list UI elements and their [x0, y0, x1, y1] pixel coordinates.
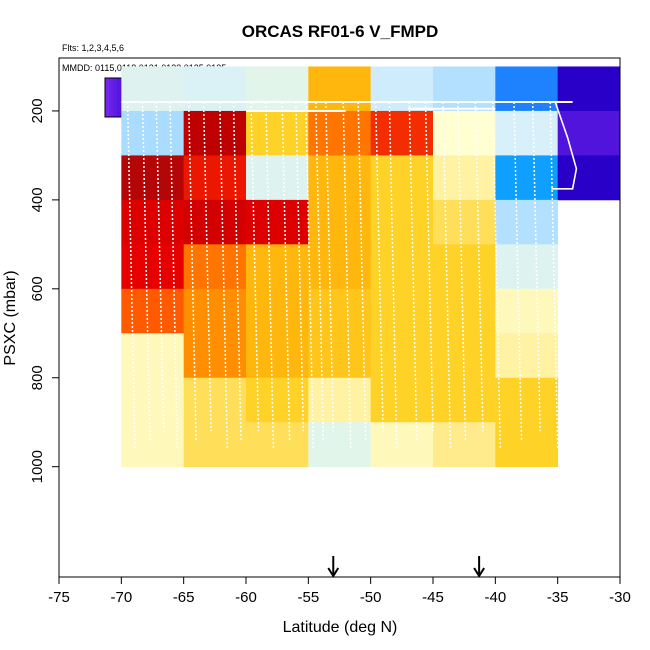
- x-tick-label: -75: [48, 589, 70, 606]
- x-tick-label: -40: [484, 589, 506, 606]
- heatmap-cell: [495, 110, 559, 156]
- heatmap-cell: [433, 288, 496, 334]
- heatmap-cell: [495, 422, 559, 468]
- heatmap-cell: [308, 110, 372, 156]
- heatmap-cell: [433, 66, 496, 112]
- heatmap-cell: [308, 377, 372, 423]
- heatmap-cell: [370, 155, 434, 201]
- plot-frame: [58, 57, 621, 578]
- y-tick-label: 800: [29, 365, 46, 390]
- heatmap-cell: [433, 110, 496, 156]
- heatmap-cell: [495, 199, 559, 245]
- heatmap-cell: [370, 422, 434, 468]
- heatmap-cell: [183, 333, 247, 379]
- heatmap-cell: [495, 155, 559, 201]
- heatmap-cell: [495, 333, 559, 379]
- flight-track-segment: [551, 101, 578, 190]
- heatmap-cell: [183, 377, 247, 423]
- heatmap-cell: [495, 244, 559, 290]
- x-tick-label: -70: [110, 589, 132, 606]
- heatmap-cell: [246, 66, 309, 112]
- flights-label: Flts: 1,2,3,4,5,6: [62, 43, 124, 53]
- heatmap-cell: [308, 422, 372, 468]
- heatmap-cell: [246, 422, 309, 468]
- x-axis: -75 -70 -65 -60 -55 -50 -45 -40 -35 -30: [48, 577, 631, 606]
- heatmap-cell: [495, 288, 559, 334]
- heatmap-cell: [121, 155, 185, 201]
- latitude-arrows: [327, 556, 485, 578]
- colorbar-segment: [108, 78, 114, 117]
- heatmap-cell: [246, 110, 309, 156]
- y-tick-label: 400: [29, 187, 46, 212]
- flight-tracks: [121, 101, 578, 449]
- x-tick-label: -55: [297, 589, 319, 606]
- heatmap-cell: [557, 110, 621, 156]
- heatmap-cell: [121, 422, 185, 468]
- heatmap-cell: [370, 333, 434, 379]
- heatmap-cell: [121, 66, 185, 112]
- heatmap-cell: [246, 377, 309, 423]
- x-tick-label: -30: [609, 589, 631, 606]
- heatmap-cell: [308, 66, 372, 112]
- heatmap-cell: [121, 110, 185, 156]
- y-tick-label: 200: [29, 98, 46, 123]
- heatmap-cell: [121, 199, 185, 245]
- heatmap-cell: [495, 66, 559, 112]
- heatmap-cell: [183, 422, 247, 468]
- heatmap-cell: [433, 199, 496, 245]
- y-axis-label: PSXC (mbar): [2, 270, 19, 365]
- x-tick-label: -45: [422, 589, 444, 606]
- heatmap-cell: [370, 66, 434, 112]
- heatmap-cell: [433, 155, 496, 201]
- heatmap-cell: [557, 66, 621, 112]
- heatmap-cell: [308, 155, 372, 201]
- x-tick-label: -35: [547, 589, 569, 606]
- heatmap-cells: [121, 66, 621, 468]
- arrow-head: [327, 567, 340, 578]
- heatmap-cell: [121, 333, 185, 379]
- x-tick-label: -65: [173, 589, 195, 606]
- heatmap-cell: [183, 155, 247, 201]
- x-axis-label: Latitude (deg N): [283, 619, 398, 636]
- heatmap-cell: [370, 244, 434, 290]
- heatmap-cell: [495, 377, 559, 423]
- colorbar-segment: [112, 78, 118, 117]
- y-tick-label: 1000: [29, 450, 46, 483]
- heatmap-cell: [121, 377, 185, 423]
- x-tick-label: -50: [360, 589, 382, 606]
- heatmap-cell: [183, 66, 247, 112]
- heatmap-cell: [370, 377, 434, 423]
- colorbar-segment: [116, 78, 122, 117]
- heatmap-cell: [246, 333, 309, 379]
- flight-track-profiles: [126, 101, 559, 449]
- heatmap-cell: [183, 244, 247, 290]
- heatmap-cell: [433, 422, 496, 468]
- x-tick-label: -60: [235, 589, 257, 606]
- arrow-head: [473, 567, 485, 578]
- heatmap-cell: [433, 244, 496, 290]
- y-tick-label: 600: [29, 276, 46, 301]
- colorbar-segment: [105, 78, 110, 117]
- heatmap-cell: [308, 333, 372, 379]
- heatmap-cell: [246, 155, 309, 201]
- y-axis: 200 400 600 800 1000: [29, 98, 59, 483]
- heatmap-cell: [370, 110, 434, 156]
- heatmap-cell: [246, 244, 309, 290]
- heatmap-cell: [370, 199, 434, 245]
- chart-title: ORCAS RF01-6 V_FMPD: [242, 22, 438, 41]
- heatmap-cell: [183, 110, 247, 156]
- heatmap-cell: [308, 288, 372, 334]
- heatmap-cell: [557, 155, 621, 201]
